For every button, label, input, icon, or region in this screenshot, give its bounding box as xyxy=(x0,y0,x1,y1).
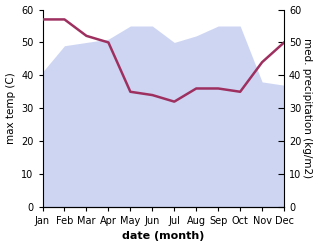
Y-axis label: max temp (C): max temp (C) xyxy=(5,72,16,144)
X-axis label: date (month): date (month) xyxy=(122,231,204,242)
Y-axis label: med. precipitation (kg/m2): med. precipitation (kg/m2) xyxy=(302,38,313,178)
